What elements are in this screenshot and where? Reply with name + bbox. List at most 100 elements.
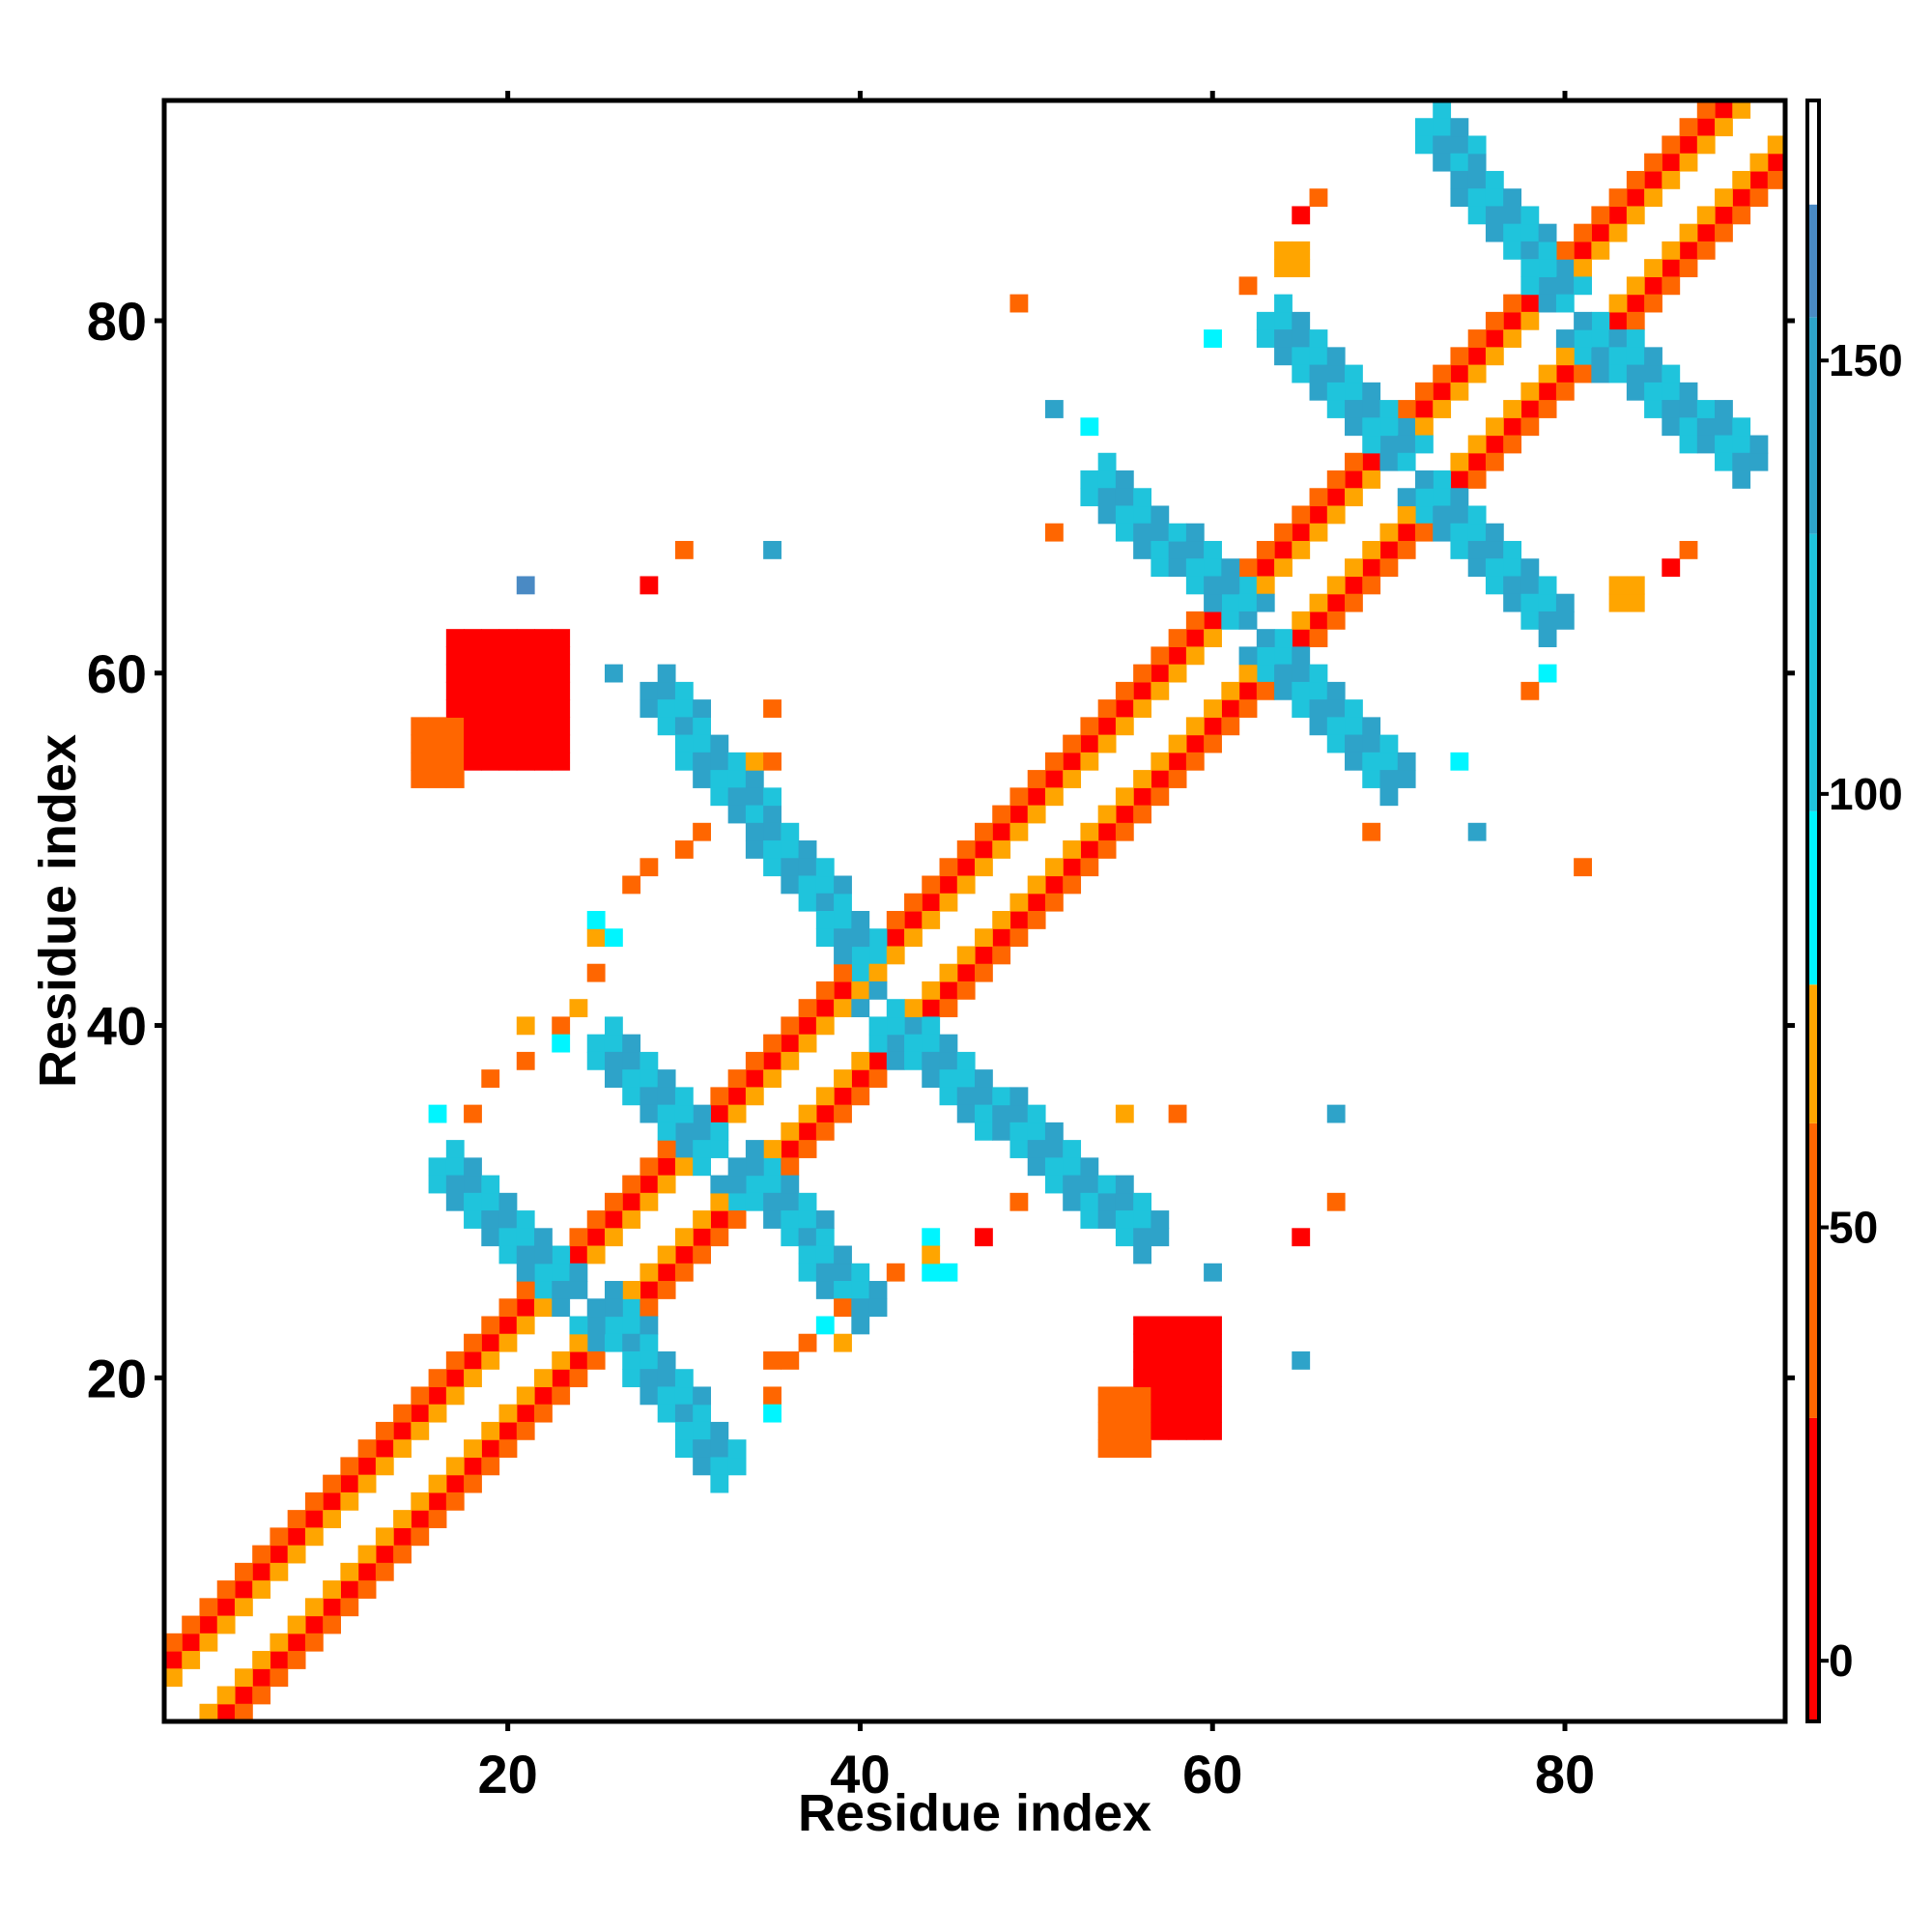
heatmap-cell [727,1069,747,1088]
heatmap-cell [710,1457,729,1476]
heatmap-cell [815,1316,835,1335]
heatmap-cell [552,1263,571,1282]
heatmap-cell [922,980,941,1000]
heatmap-cell [693,1157,712,1177]
heatmap-cell [781,1034,800,1053]
heatmap-cell [1696,241,1716,260]
heatmap-cell [1326,717,1346,736]
heatmap-cell [516,1051,535,1070]
heatmap-cell [834,1245,852,1264]
heatmap-cell [1309,364,1328,384]
heatmap-cell [1044,523,1064,542]
heatmap-cell [375,1421,394,1440]
heatmap-cell [464,1474,482,1493]
heatmap-cell [1520,558,1540,578]
heatmap-cell [1485,188,1504,208]
heatmap-cell [1256,558,1275,578]
heatmap-cell [1185,523,1205,542]
heatmap-cell [1044,1140,1064,1158]
colorbar: 0 50 100 150 [1805,99,1903,1723]
heatmap-cell [710,1140,729,1158]
heatmap-cell [481,681,500,700]
heatmap-cell [745,1157,764,1177]
heatmap-cell [1644,259,1662,277]
heatmap-cell [1591,347,1610,366]
heatmap-cell [834,980,852,1000]
heatmap-cell [1256,311,1275,330]
heatmap-cell [1292,241,1311,260]
heatmap-cell [498,1228,518,1247]
heatmap-cell [1133,488,1151,507]
heatmap-cell [393,1421,412,1440]
heatmap-cell [1221,699,1240,718]
heatmap-cell [834,893,852,912]
heatmap-cell [1362,470,1381,489]
heatmap-cell [851,1298,870,1318]
heatmap-cell [1591,364,1610,384]
heatmap-cell [657,1350,676,1370]
heatmap-cell [639,1069,659,1088]
heatmap-cell [1326,1104,1346,1123]
heatmap-cell [534,664,553,683]
heatmap-cell [323,1598,341,1617]
heatmap-cell [1414,470,1434,489]
heatmap-cell [1027,805,1046,824]
heatmap-cell [1433,100,1452,119]
heatmap-cell [464,752,482,771]
heatmap-cell [1345,752,1363,771]
heatmap-cell [1555,347,1575,366]
heatmap-cell [763,1350,781,1370]
heatmap-cell [1238,699,1258,718]
heatmap-cell [1520,576,1540,595]
heatmap-cell [1168,770,1187,788]
heatmap-cell [1732,170,1751,189]
heatmap-cell [674,1228,694,1247]
heatmap-cell [1080,417,1099,437]
heatmap-cell [1538,259,1557,277]
heatmap-cell [1151,752,1170,771]
heatmap-cell [781,1016,800,1036]
heatmap-cell [216,1703,236,1722]
heatmap-cell [1009,893,1029,912]
heatmap-cell [1044,787,1064,807]
heatmap-cell [1679,400,1698,418]
heatmap-cell [1168,752,1187,771]
heatmap-cell [886,928,905,948]
heatmap-cell [1168,1369,1187,1388]
heatmap-cell [323,1492,341,1511]
heatmap-cell [464,664,482,683]
heatmap-cell [710,1439,729,1459]
heatmap-cell [1097,1421,1117,1440]
heatmap-cell [1151,1316,1170,1335]
heatmap-cell [693,734,712,753]
heatmap-cell [516,629,535,648]
heatmap-cell [1626,206,1645,225]
heatmap-cell [693,822,712,841]
heatmap-cell [622,1316,641,1335]
heatmap-cell [1185,1386,1205,1406]
heatmap-cell [781,1051,800,1070]
heatmap-cell [604,1034,623,1053]
heatmap-cell [464,1439,482,1459]
heatmap-cell [1009,928,1029,948]
heatmap-cell [428,1492,447,1511]
heatmap-cell [464,1192,482,1211]
heatmap-cell [815,1228,835,1247]
heatmap-cell [1292,629,1311,648]
colorbar-band [1807,984,1819,1123]
heatmap-cell [516,664,535,683]
heatmap-cell [639,1316,659,1335]
heatmap-cell [464,734,482,753]
heatmap-cell [569,1316,588,1335]
heatmap-cell [1292,646,1311,666]
heatmap-cell [1009,1087,1029,1106]
heatmap-cell [815,1245,835,1264]
heatmap-cell [604,928,623,948]
heatmap-cell [798,1210,817,1229]
heatmap-cell [1151,540,1170,559]
heatmap-cell [1679,223,1698,242]
heatmap-cell [1696,100,1716,119]
heatmap-cell [516,752,535,771]
heatmap-cell [763,752,781,771]
y-tick-label: 40 [87,996,147,1057]
